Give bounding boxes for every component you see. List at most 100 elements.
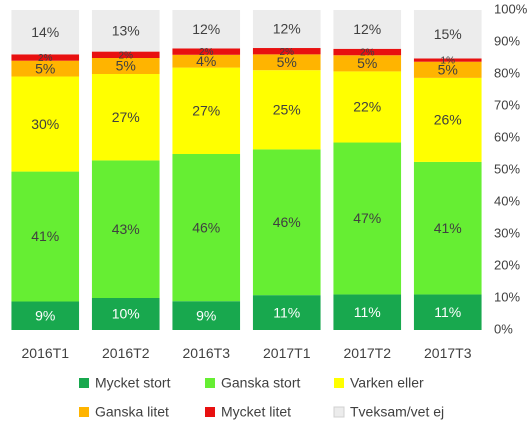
- data-label-tveksam-vet-ej-2017t3: 15%: [434, 26, 462, 42]
- data-label-ganska-stort-2016t1: 41%: [31, 228, 59, 244]
- legend-label: Mycket stort: [95, 375, 171, 391]
- x-tick-label: 2017T2: [344, 345, 392, 361]
- x-tick-label: 2017T3: [424, 345, 472, 361]
- legend-swatch: [333, 406, 345, 418]
- data-label-mycket-stort-2016t1: 9%: [35, 307, 55, 323]
- legend-swatch: [79, 407, 89, 417]
- data-label-ganska-stort-2016t2: 43%: [112, 221, 140, 237]
- legend-label: Varken eller: [350, 375, 424, 391]
- data-label-ganska-stort-2017t1: 46%: [273, 214, 301, 230]
- y-tick-label: 30%: [494, 225, 520, 240]
- bar-mycket-stort-2017t1: [252, 295, 321, 330]
- bar-varken-eller-2017t1: [252, 70, 321, 150]
- data-label-ganska-stort-2017t2: 47%: [353, 210, 381, 226]
- data-label-varken-eller-2017t3: 26%: [434, 112, 462, 128]
- bar-tveksam-vet-ej-2016t3: [172, 10, 241, 49]
- y-axis: 0% 10% 20% 30% 40% 50% 60% 70% 80% 90% 100%: [494, 1, 528, 336]
- bar-varken-eller-2016t2: [91, 74, 160, 161]
- bar-ganska-litet-2017t1: [252, 54, 321, 71]
- data-labels-layer: 9%41%30%5%2%14%10%43%27%5%2%13%9%46%27%4…: [31, 21, 462, 324]
- y-tick-label: 50%: [494, 161, 520, 176]
- bar-ganska-stort-2017t3: [413, 161, 482, 295]
- bar-mycket-litet-2017t3: [413, 58, 482, 62]
- bar-ganska-litet-2016t3: [172, 54, 241, 68]
- data-label-tveksam-vet-ej-2017t1: 12%: [273, 21, 301, 37]
- bar-mycket-stort-2016t2: [91, 298, 160, 330]
- bar-mycket-litet-2017t2: [333, 48, 402, 56]
- legend-label: Tveksam/vet ej: [350, 404, 444, 420]
- bar-tveksam-vet-ej-2016t1: [11, 10, 80, 55]
- bar-tveksam-vet-ej-2017t3: [413, 10, 482, 59]
- data-label-mycket-stort-2016t3: 9%: [196, 307, 216, 323]
- bar-mycket-litet-2017t1: [252, 48, 321, 55]
- bar-ganska-litet-2017t2: [333, 55, 402, 72]
- bar-tveksam-vet-ej-2017t1: [252, 10, 321, 49]
- data-label-ganska-litet-2016t2: 5%: [116, 58, 136, 74]
- data-label-mycket-stort-2016t2: 10%: [112, 306, 140, 322]
- legend-label: Mycket litet: [221, 404, 291, 420]
- data-label-tveksam-vet-ej-2016t1: 14%: [31, 24, 59, 40]
- y-tick-label: 90%: [494, 33, 520, 48]
- bar-varken-eller-2017t3: [413, 77, 482, 162]
- y-tick-label: 80%: [494, 65, 520, 80]
- bar-mycket-stort-2016t1: [11, 301, 80, 330]
- data-label-mycket-litet-2016t1: 2%: [38, 53, 53, 64]
- data-label-varken-eller-2016t2: 27%: [112, 109, 140, 125]
- x-tick-label: 2016T2: [102, 345, 150, 361]
- data-label-tveksam-vet-ej-2016t3: 12%: [192, 21, 220, 37]
- data-label-mycket-litet-2017t2: 2%: [360, 48, 375, 59]
- legend-item-ganska-stort: Ganska stort: [205, 375, 300, 391]
- bar-mycket-stort-2017t3: [413, 294, 482, 330]
- bar-ganska-stort-2017t2: [333, 142, 402, 295]
- x-tick-label: 2016T1: [22, 345, 70, 361]
- legend: Mycket stort Ganska stort Varken eller Gans…: [79, 375, 444, 420]
- data-label-ganska-litet-2017t2: 5%: [357, 55, 377, 71]
- data-label-mycket-litet-2016t3: 2%: [199, 47, 214, 58]
- x-axis: 2016T1 2016T2 2016T3 2017T1 2017T2 2017T3: [22, 345, 472, 361]
- bars-layer: [11, 10, 482, 330]
- data-label-varken-eller-2017t1: 25%: [273, 102, 301, 118]
- data-label-varken-eller-2017t2: 22%: [353, 99, 381, 115]
- data-label-tveksam-vet-ej-2017t2: 12%: [353, 21, 381, 37]
- data-label-ganska-litet-2016t1: 5%: [35, 60, 55, 76]
- y-tick-label: 70%: [494, 97, 520, 112]
- legend-item-tveksam-vet-ej: Tveksam/vet ej: [333, 404, 444, 420]
- data-label-varken-eller-2016t3: 27%: [192, 103, 220, 119]
- data-label-mycket-litet-2016t2: 2%: [119, 50, 134, 61]
- bar-ganska-stort-2016t3: [172, 154, 241, 302]
- bar-varken-eller-2017t2: [333, 71, 402, 143]
- legend-label: Ganska stort: [221, 375, 300, 391]
- bar-ganska-litet-2017t3: [413, 61, 482, 78]
- bar-tveksam-vet-ej-2016t2: [91, 10, 160, 52]
- y-tick-label: 40%: [494, 193, 520, 208]
- bar-varken-eller-2016t3: [172, 67, 241, 154]
- y-tick-label: 20%: [494, 257, 520, 272]
- legend-item-mycket-stort: Mycket stort: [79, 375, 171, 391]
- data-label-mycket-litet-2017t1: 2%: [280, 47, 295, 58]
- legend-swatch: [79, 378, 89, 388]
- bar-tveksam-vet-ej-2017t2: [333, 10, 402, 49]
- bar-ganska-stort-2016t2: [91, 160, 160, 298]
- y-tick-label: 10%: [494, 289, 520, 304]
- data-label-mycket-stort-2017t3: 11%: [434, 304, 461, 320]
- bar-ganska-litet-2016t1: [11, 60, 80, 77]
- y-tick-label: 100%: [494, 1, 528, 16]
- legend-item-ganska-litet: Ganska litet: [79, 404, 169, 420]
- bar-mycket-litet-2016t3: [172, 48, 241, 55]
- bar-ganska-stort-2017t1: [252, 149, 321, 296]
- bar-mycket-stort-2017t2: [333, 294, 402, 330]
- data-label-varken-eller-2016t1: 30%: [31, 116, 59, 132]
- bar-mycket-litet-2016t1: [11, 54, 80, 61]
- x-tick-label: 2016T3: [183, 345, 231, 361]
- legend-label: Ganska litet: [95, 404, 169, 420]
- data-label-mycket-litet-2017t3: 1%: [441, 56, 456, 67]
- data-label-ganska-stort-2017t3: 41%: [434, 220, 462, 236]
- legend-swatch: [334, 378, 344, 388]
- bar-mycket-litet-2016t2: [91, 51, 160, 58]
- y-tick-label: 0%: [494, 321, 513, 336]
- legend-swatch: [205, 407, 215, 417]
- data-label-ganska-litet-2017t1: 5%: [277, 54, 297, 70]
- data-label-tveksam-vet-ej-2016t2: 13%: [112, 23, 140, 39]
- data-label-ganska-stort-2016t3: 46%: [192, 219, 220, 235]
